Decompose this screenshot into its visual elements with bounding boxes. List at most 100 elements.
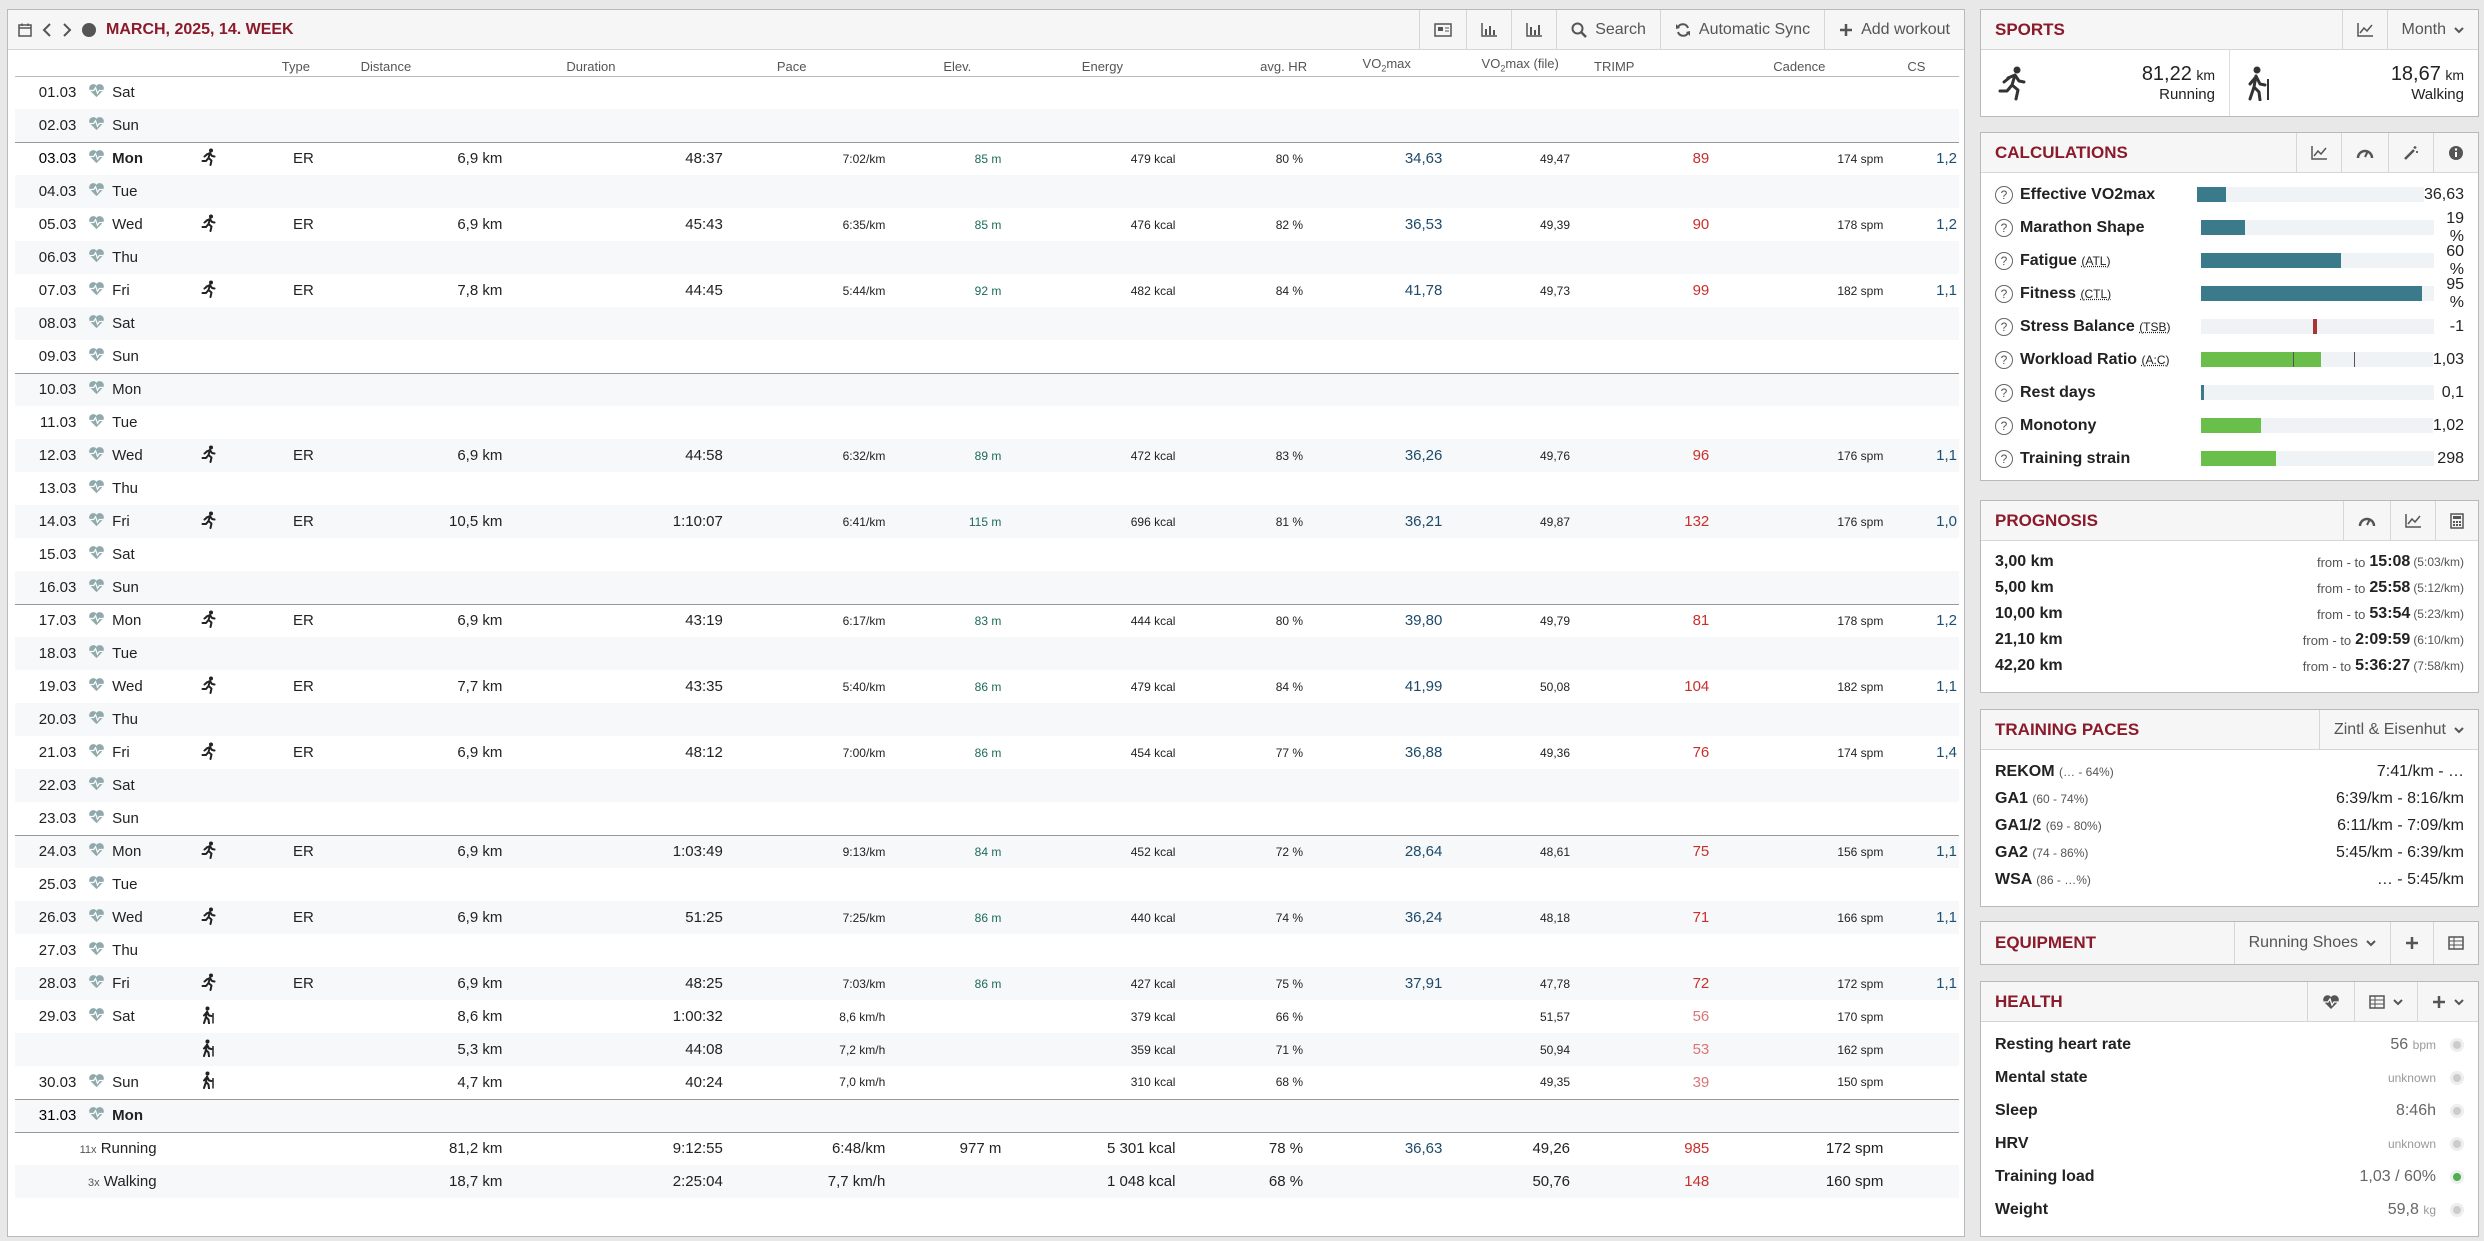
health-row[interactable]: Training load 1,03 / 60% (1981, 1160, 2478, 1193)
heart-icon[interactable] (82, 1098, 111, 1132)
health-heart-button[interactable] (2307, 982, 2354, 1021)
table-row[interactable]: 26.03 Wed ER 6,9 km 51:25 7:25/km 86 m 440 kcal… (15, 901, 1959, 934)
bar-chart-alt-button[interactable] (1511, 10, 1556, 49)
sport-walking[interactable]: 18,67 km Walking (2230, 50, 2478, 116)
heart-icon[interactable] (82, 703, 111, 736)
equipment-table-button[interactable] (2433, 922, 2478, 964)
sync-button[interactable]: Automatic Sync (1659, 10, 1824, 49)
running-icon[interactable] (157, 208, 261, 241)
heart-icon[interactable] (82, 868, 110, 901)
col-avg-hr[interactable]: avg. HR (1189, 50, 1318, 77)
col-distance[interactable]: Distance (330, 50, 517, 77)
calc-row[interactable]: ? Rest days 0,1 (1981, 376, 2478, 409)
prog-chart-button[interactable] (2390, 501, 2435, 540)
sports-chart-button[interactable] (2341, 10, 2387, 49)
heart-icon[interactable] (82, 1000, 110, 1033)
table-row[interactable]: 12.03 Wed ER 6,9 km 44:58 6:32/km 89 m 472 kcal… (15, 439, 1959, 472)
calc-row[interactable]: ? Stress Balance (TSB) -1 (1981, 310, 2478, 343)
question-icon[interactable]: ? (1995, 251, 2013, 270)
calc-row[interactable]: ? Workload Ratio (A:C) 1,03 (1981, 343, 2478, 376)
heart-icon[interactable] (82, 571, 111, 604)
health-row[interactable]: HRV unknown (1981, 1127, 2478, 1160)
heart-icon[interactable] (82, 538, 110, 571)
calendar-icon[interactable] (18, 23, 32, 37)
col-pace[interactable]: Pace (736, 50, 900, 77)
table-row[interactable]: 24.03 Mon ER 6,9 km 1:03:49 9:13/km 84 m 452 kc… (15, 834, 1959, 868)
col-type[interactable]: Type (261, 50, 331, 77)
chevron-left-icon[interactable] (42, 22, 52, 37)
walking-icon[interactable] (157, 1066, 261, 1099)
table-row[interactable]: 14.03 Fri ER 10,5 km 1:10:07 6:41/km 115 m 696 … (15, 505, 1959, 538)
table-row[interactable]: 07.03 Fri ER 7,8 km 44:45 5:44/km 92 m 482 kcal… (15, 274, 1959, 307)
question-icon[interactable]: ? (1995, 185, 2013, 204)
heart-icon[interactable] (82, 372, 111, 406)
running-icon[interactable] (156, 439, 262, 472)
running-icon[interactable] (156, 967, 262, 1000)
calc-chart-button[interactable] (2296, 133, 2341, 172)
heart-icon[interactable] (82, 274, 110, 307)
table-row[interactable]: 29.03 Sat 8,6 km 1:00:32 8,6 km/h 379 kcal 66 … (15, 1000, 1959, 1033)
heart-icon[interactable] (82, 175, 111, 208)
period-dropdown[interactable]: Month (2386, 10, 2478, 49)
running-icon[interactable] (156, 834, 262, 868)
heart-icon[interactable] (82, 208, 110, 241)
calc-row[interactable]: ? Fitness (CTL) 95 % (1981, 276, 2478, 311)
calc-info-button[interactable] (2433, 133, 2478, 172)
calc-row[interactable]: ? Monotony 1,02 (1981, 409, 2478, 442)
calc-row[interactable]: ? Training strain 298 (1981, 442, 2478, 475)
add-workout-button[interactable]: Add workout (1824, 10, 1964, 49)
running-icon[interactable] (157, 670, 261, 703)
heart-icon[interactable] (82, 736, 110, 769)
sport-running[interactable]: 81,22 km Running (1981, 50, 2230, 116)
walking-icon[interactable] (156, 1033, 262, 1066)
today-dot-icon[interactable] (82, 22, 96, 37)
col-cs[interactable]: CS (1897, 50, 1959, 77)
heart-icon[interactable] (82, 109, 111, 142)
health-add-dropdown[interactable] (2417, 982, 2478, 1021)
question-icon[interactable]: ? (1995, 218, 2013, 237)
calc-row[interactable]: ? Fatigue (ATL) 60 % (1981, 243, 2478, 278)
table-row[interactable]: 19.03 Wed ER 7,7 km 43:35 5:40/km 86 m 479 kcal… (15, 670, 1959, 703)
health-row[interactable]: Weight 59,8 kg (1981, 1193, 2478, 1226)
col-energy[interactable]: Energy (1015, 50, 1190, 77)
col-duration[interactable]: Duration (516, 50, 737, 77)
running-icon[interactable] (157, 274, 261, 307)
col-trimp[interactable]: TRIMP (1584, 50, 1724, 77)
heart-icon[interactable] (82, 802, 110, 835)
question-icon[interactable]: ? (1995, 284, 2013, 303)
col-vo2max-file[interactable]: VO2max (file) (1456, 50, 1585, 77)
equipment-dropdown[interactable]: Running Shoes (2233, 922, 2390, 964)
question-icon[interactable]: ? (1995, 383, 2013, 402)
table-row[interactable]: 5,3 km 44:08 7,2 km/h 359 kcal 71 % 50,94 53 16… (15, 1033, 1959, 1066)
health-table-dropdown[interactable] (2354, 982, 2417, 1021)
health-row[interactable]: Resting heart rate 56 bpm (1981, 1028, 2478, 1061)
table-row[interactable]: 30.03 Sun 4,7 km 40:24 7,0 km/h 310 kcal 68 % 4… (15, 1066, 1959, 1099)
equipment-add-button[interactable] (2390, 922, 2433, 964)
heart-icon[interactable] (82, 967, 111, 1000)
running-icon[interactable] (157, 736, 261, 769)
prog-calculator-button[interactable] (2435, 501, 2478, 540)
heart-icon[interactable] (82, 901, 111, 934)
heart-icon[interactable] (82, 472, 110, 505)
col-cadence[interactable]: Cadence (1723, 50, 1898, 77)
heart-icon[interactable] (82, 505, 111, 538)
health-row[interactable]: Mental state unknown (1981, 1061, 2478, 1094)
table-row[interactable]: 17.03 Mon ER 6,9 km 43:19 6:17/km 83 m 444 kcal… (15, 603, 1959, 637)
table-row[interactable]: 05.03 Wed ER 6,9 km 45:43 6:35/km 85 m 476 kcal… (15, 208, 1959, 241)
prog-gauge-button[interactable] (2343, 501, 2390, 540)
question-icon[interactable]: ? (1995, 449, 2013, 468)
heart-icon[interactable] (82, 603, 111, 637)
calc-row[interactable]: ? Effective VO2max 36,63 (1981, 178, 2478, 211)
heart-icon[interactable] (82, 769, 111, 802)
calc-row[interactable]: ? Marathon Shape 19 % (1981, 210, 2478, 245)
col-elev[interactable]: Elev. (899, 50, 1016, 77)
heart-icon[interactable] (82, 1066, 110, 1099)
heart-icon[interactable] (82, 307, 111, 340)
heart-icon[interactable] (82, 241, 111, 274)
heart-icon[interactable] (82, 834, 111, 868)
heart-icon[interactable] (82, 1033, 111, 1066)
running-icon[interactable] (156, 603, 262, 637)
heart-icon[interactable] (82, 340, 110, 373)
table-view-button[interactable] (1419, 10, 1466, 49)
walking-icon[interactable] (157, 1000, 261, 1033)
